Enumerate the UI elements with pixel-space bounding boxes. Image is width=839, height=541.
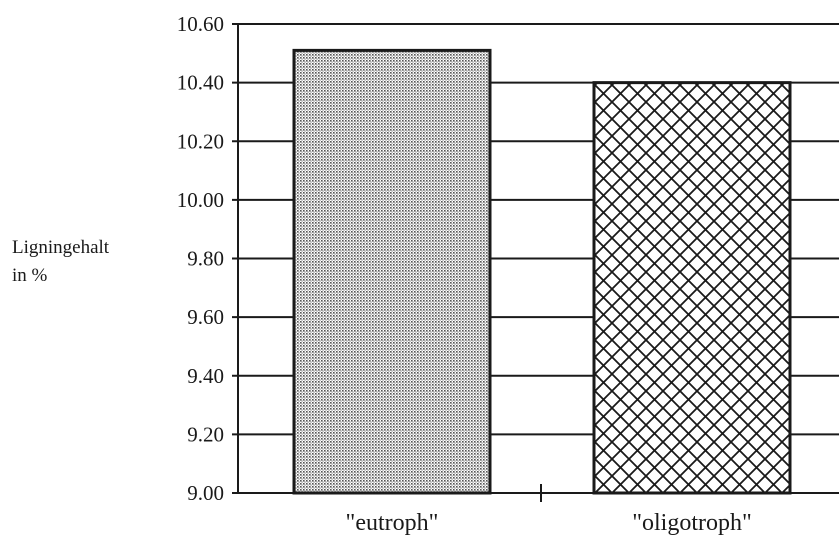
bar-1	[592, 81, 792, 495]
y-axis-label-line-2: in %	[12, 265, 48, 286]
y-tick-label: 9.20	[187, 422, 224, 446]
y-tick-label: 10.20	[177, 129, 224, 153]
bars	[292, 48, 792, 495]
bar-0	[292, 48, 492, 495]
x-category-labels: "eutroph" "oligotroph"	[346, 510, 752, 536]
y-tick-label: 10.60	[177, 12, 224, 36]
y-tick-label: 10.40	[177, 71, 224, 95]
y-tick-label: 9.60	[187, 305, 224, 329]
x-category-label: "eutroph"	[346, 510, 439, 536]
y-axis-label-line-1: Ligningehalt	[12, 237, 110, 258]
y-tick-label: 9.80	[187, 247, 224, 271]
y-tick-label: 10.00	[177, 188, 224, 212]
y-tick-label: 9.40	[187, 364, 224, 388]
axes	[232, 23, 839, 502]
y-tick-labels: 10.60 10.40 10.20 10.00 9.80 9.60 9.40 9.20 9.00	[177, 12, 224, 505]
y-tick-label: 9.00	[187, 481, 224, 505]
x-category-label: "oligotroph"	[632, 510, 752, 536]
